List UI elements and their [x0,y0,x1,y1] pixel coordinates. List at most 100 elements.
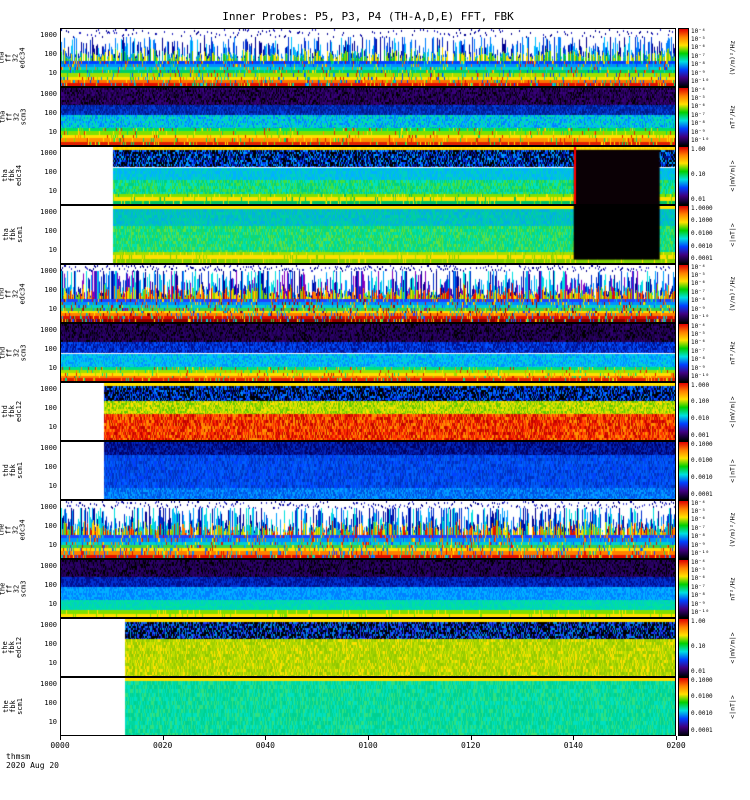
spectrogram-panel-the-edc12: the fbk edc12 1000 100 10 1.00 0.10 0.01 <|mV/m… [0,618,740,677]
y-tick-label: 10 [49,69,57,77]
y-tick-label: 100 [44,640,57,648]
colorbar-unit: (V/m)²/Hz [725,264,740,323]
y-tick-label: 100 [44,286,57,294]
y-tick-label: 10 [49,718,57,726]
spectrogram-plot [60,146,676,205]
panel-label: tha fbk edc34 [0,146,26,205]
colorbar-tick-label: 0.0001 [691,256,713,262]
panel-label: thd ff 32 edc34 [0,264,26,323]
spectrogram-panel-thd-scm3: thd ff 32 scm3 1000 100 10 10⁻⁴ 10⁻⁵ 10⁻⁶ 10⁻⁷ 1… [0,323,740,382]
colorbar-unit-label: (V/m)²/Hz [729,512,737,547]
y-axis: 1000 100 10 [26,28,60,87]
colorbar-tick-label: 1.0000 [691,206,713,212]
colorbar-tick-label: 10⁻⁸ [691,357,705,363]
colorbar-tick-label: 10⁻⁵ [691,332,705,338]
colorbar-tick-labels: 10⁻⁴ 10⁻⁵ 10⁻⁶ 10⁻⁷ 10⁻⁸ 10⁻⁹ 10⁻¹⁰ [689,28,725,87]
spectrogram-canvas [61,442,675,499]
y-tick-label: 100 [44,404,57,412]
panel-label: the ff 32 edc34 [0,500,26,559]
colorbar-tick-label: 0.0100 [691,231,713,237]
colorbar-tick-labels: 10⁻⁴ 10⁻⁵ 10⁻⁶ 10⁻⁷ 10⁻⁸ 10⁻⁹ 10⁻¹⁰ [689,500,725,559]
colorbar-unit: (V/m)²/Hz [725,28,740,87]
spectrogram-panel-tha-scm1: tha fbk scm1 1000 100 10 1.0000 0.1000 0.0100 0… [0,205,740,264]
y-axis: 1000 100 10 [26,323,60,382]
spectrogram-plot [60,677,676,736]
colorbar-tick-label: 10⁻⁷ [691,290,705,296]
y-tick-label: 10 [49,187,57,195]
spectrogram-panel-thd-edc12: thd fbk edc12 1000 100 10 1.000 0.100 0.010 0.0… [0,382,740,441]
colorbar-tick-label: 10⁻⁶ [691,281,705,287]
colorbar-tick-label: 10⁻⁴ [691,265,705,271]
colorbar-tick-label: 10⁻⁴ [691,501,705,507]
colorbar [678,618,689,677]
colorbar [678,441,689,500]
colorbar-tick-label: 10⁻¹⁰ [691,551,709,557]
y-axis: 1000 100 10 [26,500,60,559]
y-tick-label: 1000 [40,385,57,393]
colorbar-tick-label: 1.00 [691,619,705,625]
y-tick-label: 100 [44,50,57,58]
x-tick-mark [163,736,164,740]
y-tick-label: 1000 [40,149,57,157]
y-tick-label: 10 [49,246,57,254]
colorbar-unit-label: <|mV/m|> [729,396,737,427]
footer-date: 2020 Aug 20 [6,761,59,770]
colorbar-tick-labels: 0.1000 0.0100 0.0010 0.0001 [689,677,725,736]
spectrogram-panel-tha-edc34: tha ff 32 edc34 1000 100 10 10⁻⁴ 10⁻⁵ 10⁻⁶ 10⁻⁷… [0,28,740,87]
footer-source: thmsm [6,752,59,761]
colorbar-tick-labels: 1.00 0.10 0.01 [689,618,725,677]
y-tick-label: 100 [44,109,57,117]
colorbar-tick-label: 10⁻⁸ [691,121,705,127]
colorbar-tick-label: 0.0001 [691,728,713,734]
y-tick-label: 1000 [40,208,57,216]
colorbar-tick-label: 10⁻⁵ [691,273,705,279]
colorbar-tick-label: 10⁻⁴ [691,88,705,94]
panel-label-text: tha ff 32 edc34 [0,47,27,68]
colorbar-tick-labels: 1.00 0.10 0.01 [689,146,725,205]
x-tick-mark [60,736,61,740]
y-tick-label: 100 [44,227,57,235]
colorbar-tick-label: 1.00 [691,147,705,153]
spectrogram-canvas [61,88,675,145]
colorbar-unit-label: <|mV/m|> [729,632,737,663]
spectrogram-plot [60,87,676,146]
y-tick-label: 1000 [40,326,57,334]
colorbar-tick-label: 10⁻⁹ [691,543,705,549]
spectrogram-panel-tha-scm3: tha ff 32 scm3 1000 100 10 10⁻⁴ 10⁻⁵ 10⁻⁶ 10⁻⁷ 1… [0,87,740,146]
colorbar-tick-label: 10⁻⁷ [691,585,705,591]
y-tick-label: 1000 [40,267,57,275]
y-tick-label: 100 [44,463,57,471]
y-tick-label: 100 [44,345,57,353]
colorbar-tick-label: 0.01 [691,669,705,675]
colorbar-tick-label: 10⁻⁶ [691,45,705,51]
colorbar-tick-label: 10⁻¹⁰ [691,138,709,144]
colorbar-tick-label: 10⁻⁴ [691,29,705,35]
colorbar-tick-labels: 10⁻⁴ 10⁻⁵ 10⁻⁶ 10⁻⁷ 10⁻⁸ 10⁻⁹ 10⁻¹⁰ [689,559,725,618]
y-tick-label: 10 [49,128,57,136]
panel-label-text: the fbk scm1 [2,698,23,715]
spectrogram-panel-thd-edc34: thd ff 32 edc34 1000 100 10 10⁻⁴ 10⁻⁵ 10⁻⁶ 10⁻⁷… [0,264,740,323]
panel-label: the fbk scm1 [0,677,26,736]
colorbar-tick-label: 10⁻⁵ [691,568,705,574]
y-tick-label: 1000 [40,444,57,452]
spectrogram-panel-the-scm3: the ff 32 scm3 1000 100 10 10⁻⁴ 10⁻⁵ 10⁻⁶ 10⁻⁷ 1… [0,559,740,618]
y-axis: 1000 100 10 [26,87,60,146]
y-tick-label: 1000 [40,621,57,629]
panel-label: thd fbk edc12 [0,382,26,441]
y-tick-label: 10 [49,600,57,608]
panel-label-text: thd ff 32 scm3 [0,344,27,361]
colorbar-tick-label: 10⁻¹⁰ [691,610,709,616]
y-axis: 1000 100 10 [26,264,60,323]
x-tick-mark [676,736,677,740]
colorbar-tick-label: 10⁻⁵ [691,509,705,515]
colorbar [678,323,689,382]
y-tick-label: 100 [44,581,57,589]
colorbar-tick-label: 10⁻⁶ [691,576,705,582]
colorbar-unit: (V/m)²/Hz [725,500,740,559]
spectrogram-plot [60,500,676,559]
colorbar-tick-label: 10⁻⁵ [691,37,705,43]
panel-label: the ff 32 scm3 [0,559,26,618]
colorbar-tick-label: 10⁻⁸ [691,593,705,599]
colorbar-tick-label: 10⁻⁴ [691,560,705,566]
colorbar-tick-label: 10⁻⁶ [691,104,705,110]
